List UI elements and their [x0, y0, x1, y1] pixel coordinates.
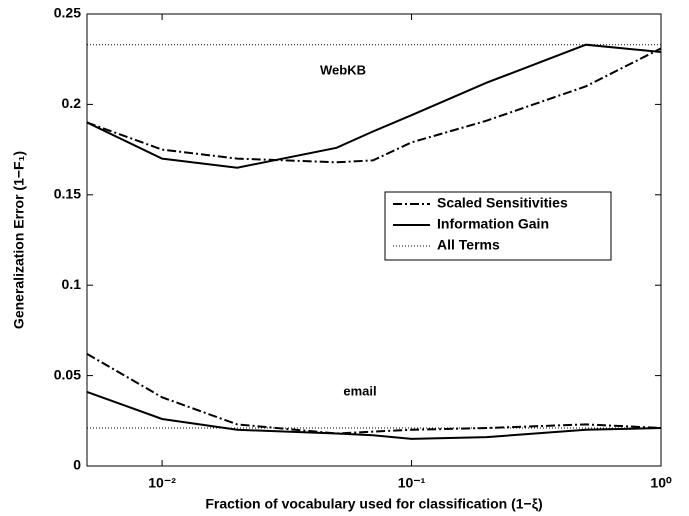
- y-tick-label: 0.1: [62, 276, 82, 292]
- legend-label: Information Gain: [437, 216, 549, 232]
- series-line: [86, 43, 662, 169]
- y-axis-label: Generalization Error (1−F₁): [11, 151, 27, 329]
- y-tick-label: 0: [73, 457, 81, 473]
- series-line: [86, 47, 662, 164]
- x-tick-label: 10⁻¹: [398, 475, 426, 491]
- plot-frame: [86, 13, 662, 467]
- series-line: [86, 390, 662, 440]
- legend-label: Scaled Sensitivities: [437, 195, 568, 211]
- y-tick-label: 0.2: [62, 95, 82, 111]
- annotation: WebKB: [320, 62, 366, 77]
- x-tick-label: 10⁻²: [148, 475, 176, 491]
- legend-label: All Terms: [437, 237, 500, 253]
- y-tick-label: 0.05: [54, 366, 81, 382]
- y-tick-label: 0.25: [54, 5, 81, 21]
- series-line: [86, 353, 662, 435]
- x-axis-label: Fraction of vocabulary used for classifi…: [205, 496, 542, 512]
- x-tick-label: 10⁰: [650, 475, 672, 491]
- annotation: email: [343, 383, 376, 398]
- y-tick-label: 0.15: [54, 186, 81, 202]
